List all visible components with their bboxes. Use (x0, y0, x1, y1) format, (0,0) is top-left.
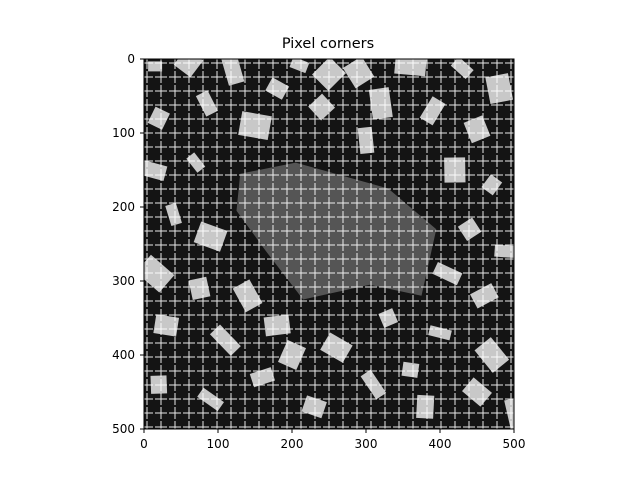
y-axis: 0 100 200 300 400 500 (112, 52, 144, 436)
y-tick-label: 500 (112, 422, 135, 436)
y-tick-label: 400 (112, 348, 135, 362)
y-tick-label: 200 (112, 200, 135, 214)
chart-title: Pixel corners (282, 36, 374, 52)
image-plot-area (143, 58, 515, 430)
x-tick-label: 100 (207, 437, 230, 451)
corner-markers-layer (144, 59, 514, 429)
x-axis: 0 100 200 300 400 500 (140, 429, 525, 451)
plot-frame (143, 58, 515, 430)
y-tick-label: 300 (112, 274, 135, 288)
x-tick-label: 200 (281, 437, 304, 451)
y-tick-label: 0 (127, 52, 135, 66)
x-tick-label: 0 (140, 437, 148, 451)
x-tick-label: 300 (355, 437, 378, 451)
x-tick-label: 500 (503, 437, 526, 451)
y-tick-label: 100 (112, 126, 135, 140)
x-tick-label: 400 (429, 437, 452, 451)
